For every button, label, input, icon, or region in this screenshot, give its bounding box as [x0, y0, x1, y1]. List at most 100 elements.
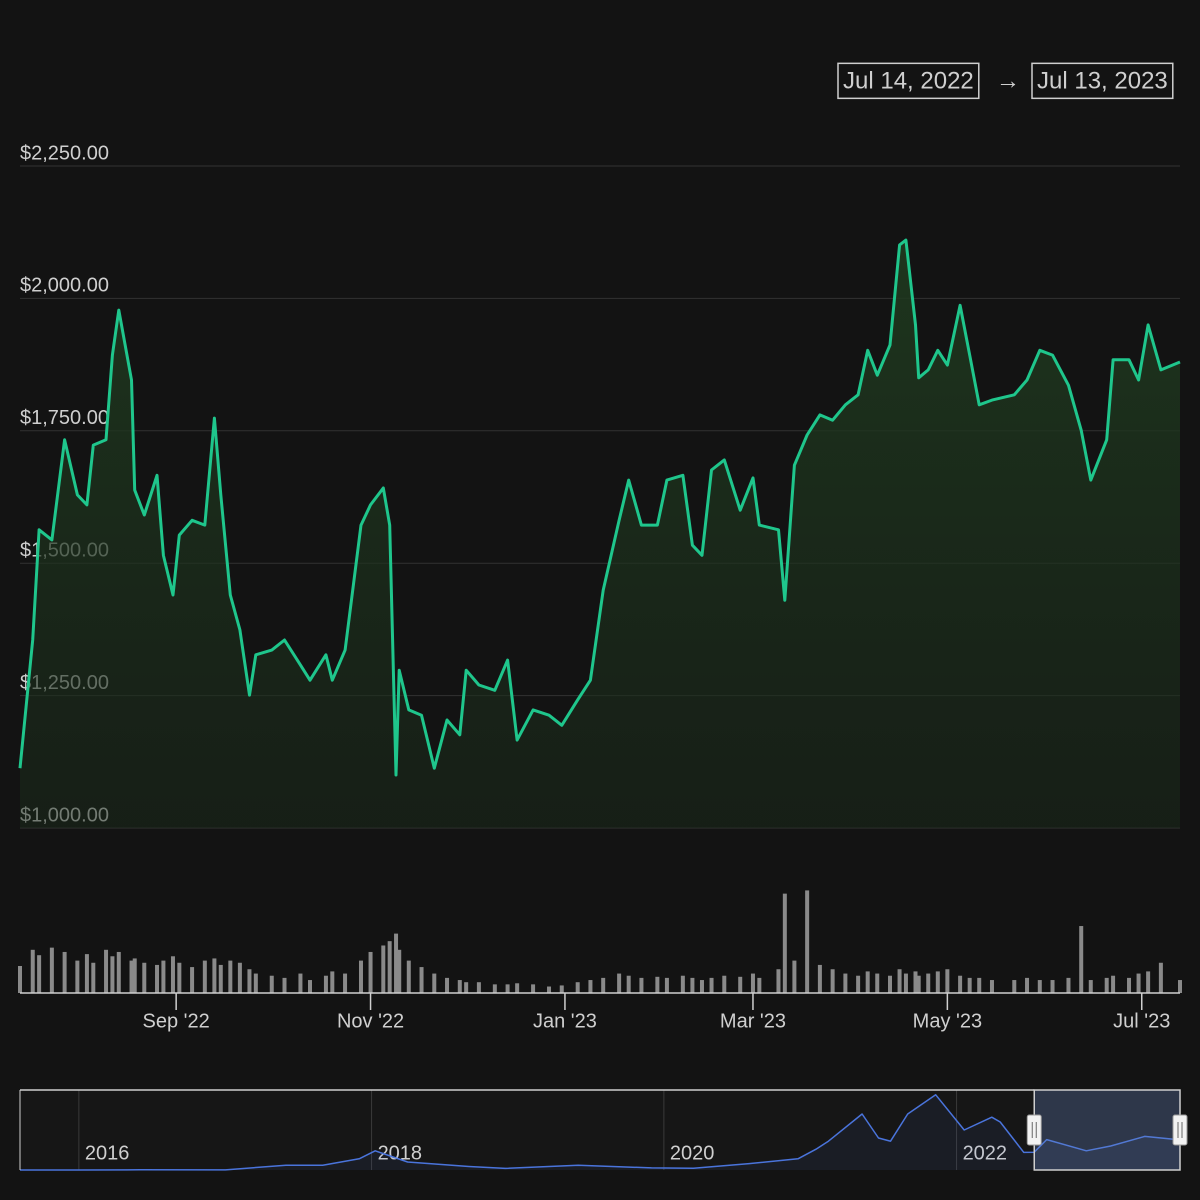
- volume-bar: [1050, 980, 1055, 993]
- range-to[interactable]: Jul 13, 2023: [1037, 67, 1168, 94]
- volume-bar: [161, 960, 166, 993]
- volume-bar: [323, 975, 328, 993]
- y-tick-label: $2,250.00: [20, 142, 109, 164]
- volume-bar: [1104, 977, 1109, 993]
- volume-bar: [202, 960, 207, 993]
- volume-bar: [445, 977, 450, 993]
- volume-bar: [1025, 977, 1030, 993]
- volume-bar: [394, 933, 399, 993]
- volume-bar: [212, 958, 217, 993]
- volume-bar: [381, 945, 386, 993]
- volume-bar: [856, 975, 861, 993]
- volume-bar: [750, 973, 755, 993]
- volume-bar: [1146, 971, 1151, 993]
- volume-bar: [308, 980, 312, 993]
- volume-bar: [30, 949, 35, 993]
- volume-bar: [575, 982, 580, 993]
- volume-bar: [1012, 980, 1017, 993]
- volume-bar: [903, 973, 908, 993]
- volume-bar: [457, 980, 462, 993]
- volume-bar: [722, 975, 727, 993]
- volume-bar: [709, 977, 714, 993]
- volume-bar: [916, 975, 921, 993]
- volume-bar: [690, 977, 695, 993]
- volume-bar: [830, 969, 835, 993]
- handle-grip: [1031, 1122, 1037, 1138]
- volume-bar: [547, 986, 552, 993]
- volume-bar: [776, 969, 781, 993]
- volume-bar: [368, 951, 373, 993]
- range-input-box[interactable]: [837, 62, 980, 100]
- volume-bar: [132, 958, 137, 993]
- volume-bar: [655, 976, 660, 993]
- volume-bar: [626, 975, 631, 993]
- volume-bar: [330, 971, 335, 993]
- volume-bar: [492, 984, 497, 993]
- navigator-handle[interactable]: [1172, 1114, 1188, 1146]
- volume-bar: [110, 956, 115, 993]
- volume-bar: [269, 975, 274, 993]
- volume-bar: [1136, 973, 1141, 993]
- volume-bar: [62, 951, 67, 993]
- volume-bar: [559, 985, 564, 993]
- volume-bar: [170, 956, 175, 993]
- volume-bar: [1127, 977, 1132, 993]
- volume-bar: [177, 962, 182, 993]
- navigator-tick-label: 2018: [378, 1142, 423, 1164]
- price-line: [20, 1094, 1181, 1171]
- volume-bar: [298, 973, 303, 993]
- volume-bar: [116, 951, 121, 993]
- price-line: [18, 238, 1181, 777]
- volume-bar: [1111, 975, 1116, 993]
- x-tick-label: Mar '23: [720, 1010, 786, 1032]
- volume-bar: [926, 973, 931, 993]
- range-input-box[interactable]: [1031, 62, 1174, 100]
- y-tick-label: $1,750.00: [20, 407, 109, 429]
- volume-bar: [282, 977, 287, 993]
- x-tick-label: Jul '23: [1113, 1010, 1170, 1032]
- volume-bar: [664, 977, 669, 993]
- x-tick-label: May '23: [913, 1010, 982, 1032]
- handle-grip: [1177, 1122, 1183, 1138]
- volume-bar: [37, 955, 42, 993]
- volume-bar: [757, 977, 762, 993]
- volume-bar: [18, 966, 22, 993]
- volume-bar: [91, 962, 96, 993]
- volume-bar: [1088, 980, 1093, 993]
- volume-bar: [515, 983, 520, 993]
- volume-bar: [432, 973, 437, 993]
- volume-bar: [897, 969, 902, 993]
- x-tick-label: Nov '22: [337, 1010, 404, 1032]
- volume-bar: [601, 977, 606, 993]
- volume-bar: [247, 969, 252, 993]
- navigator-bg: [20, 1090, 1180, 1170]
- navigator-tick-label: 2016: [85, 1142, 130, 1164]
- navigator-selection[interactable]: [1033, 1089, 1181, 1171]
- range-from[interactable]: Jul 14, 2022: [843, 67, 974, 94]
- volume-bar: [49, 947, 54, 993]
- volume-bar: [1079, 926, 1084, 993]
- volume-bar: [805, 890, 810, 993]
- volume-bar: [218, 964, 223, 993]
- range-separator: →: [996, 67, 1020, 94]
- navigator-handle[interactable]: [1026, 1114, 1042, 1146]
- volume-bar: [617, 973, 622, 993]
- x-tick-label: Sep '22: [143, 1010, 210, 1032]
- volume-bar: [155, 964, 160, 993]
- volume-bar: [75, 960, 80, 993]
- area: [20, 1094, 1180, 1170]
- volume-bar: [588, 980, 593, 993]
- volume-bar: [958, 975, 963, 993]
- volume-bar: [817, 964, 822, 993]
- volume-bar: [782, 893, 787, 993]
- volume-bar: [1037, 980, 1042, 993]
- navigator-tick-label: 2020: [670, 1142, 715, 1164]
- x-tick-label: Jan '23: [533, 1010, 597, 1032]
- volume-bar: [935, 971, 940, 993]
- volume-bar: [680, 975, 685, 993]
- volume-bar: [505, 984, 510, 993]
- volume-bar: [1066, 977, 1071, 993]
- volume-bar: [464, 982, 469, 993]
